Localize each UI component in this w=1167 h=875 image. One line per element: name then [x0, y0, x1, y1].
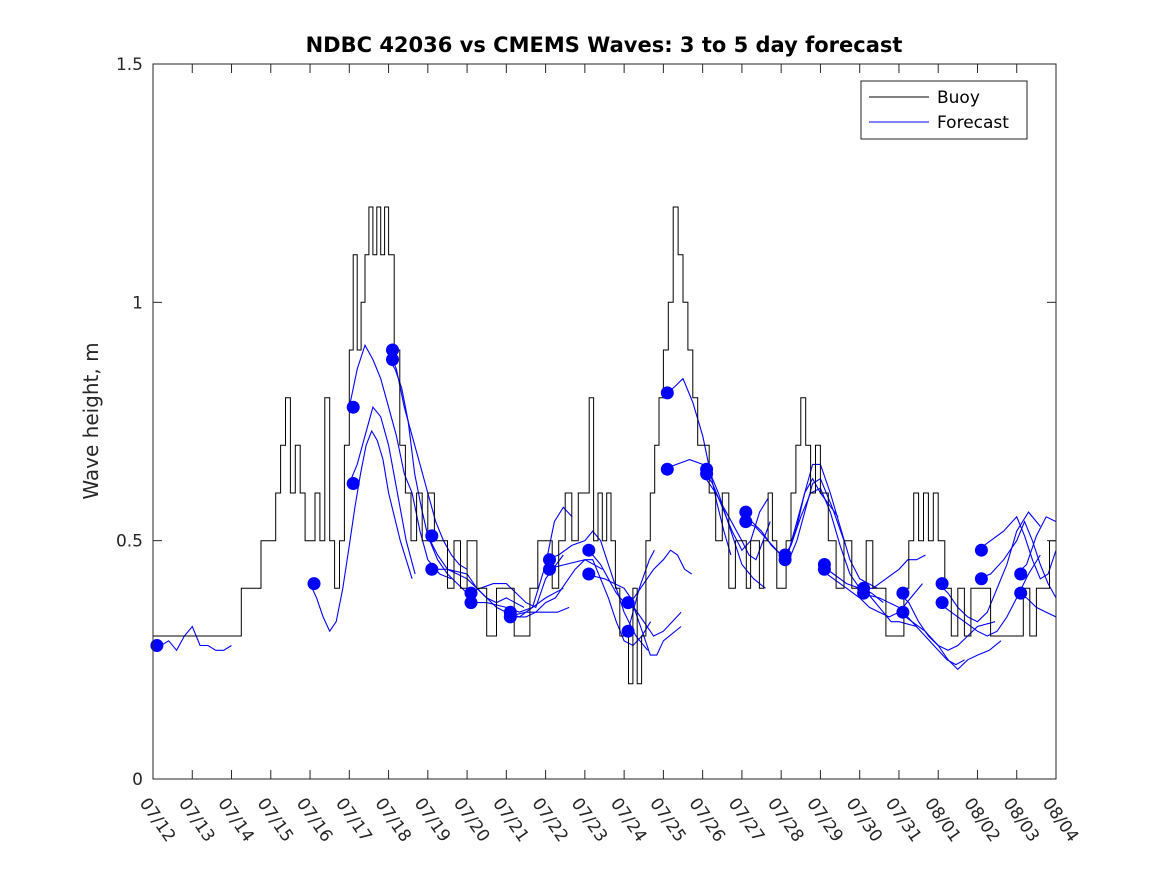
forecast-line — [663, 377, 732, 556]
forecast-start-marker — [386, 353, 399, 366]
legend: Buoy Forecast — [860, 80, 1028, 140]
forecast-start-marker — [935, 596, 949, 610]
forecast-line — [348, 343, 452, 580]
forecast-line — [467, 506, 573, 613]
forecast-start-marker — [974, 572, 988, 586]
forecast-start-marker — [621, 624, 635, 638]
forecast-line — [545, 530, 649, 651]
forecast-line — [937, 511, 1041, 623]
y-tick-label: 0 — [132, 770, 143, 790]
forecast-line — [820, 568, 923, 618]
y-tick-label: 1 — [132, 293, 143, 313]
marker-layer — [150, 343, 1028, 652]
y-axis-label: Wave height, m — [79, 342, 103, 499]
forecast-start-marker — [503, 610, 517, 624]
legend-box — [860, 80, 1028, 140]
y-tick-label: 0.5 — [116, 532, 143, 552]
forecast-start-marker — [386, 343, 399, 357]
forecast-start-marker — [935, 577, 949, 591]
forecast-line — [506, 606, 570, 618]
forecast-start-marker — [1014, 586, 1028, 600]
forecast-start-marker — [346, 477, 360, 490]
legend-entry-forecast: Forecast — [937, 113, 1009, 133]
forecast-line — [466, 554, 564, 609]
forecast-start-marker — [896, 586, 910, 600]
forecast-start-marker — [464, 586, 478, 600]
forecast-start-marker — [464, 596, 478, 610]
forecast-line — [348, 406, 416, 575]
forecast-start-marker — [896, 605, 910, 619]
forecast-start-marker — [346, 400, 360, 414]
y-axis: 0 0.5 1 1.5 — [116, 55, 1056, 790]
forecast-start-marker — [425, 529, 439, 543]
forecast-start-marker — [543, 553, 556, 567]
forecast-start-marker — [700, 467, 714, 481]
forecast-start-marker — [778, 553, 792, 567]
forecast-line — [741, 477, 845, 561]
forecast-start-marker — [425, 562, 439, 576]
forecast-line — [820, 564, 917, 628]
forecast-start-marker — [582, 567, 596, 581]
buoy-line — [153, 206, 1056, 685]
forecast-line — [153, 625, 232, 652]
forecast-line — [1016, 516, 1056, 575]
legend-entry-buoy: Buoy — [937, 88, 980, 108]
forecast-line — [427, 535, 525, 608]
plot-area — [153, 64, 1056, 779]
forecast-start-marker — [307, 577, 321, 591]
y-tick-label: 1.5 — [116, 55, 143, 75]
chart-title: NDBC 42036 vs CMEMS Waves: 3 to 5 day fo… — [306, 33, 903, 57]
forecast-line — [898, 592, 996, 651]
forecast-start-marker — [660, 462, 674, 476]
forecast-start-marker — [1014, 567, 1028, 581]
axes-box — [152, 63, 1057, 780]
forecast-line — [506, 559, 603, 618]
forecast-start-marker — [817, 562, 831, 576]
forecast-line — [309, 429, 413, 633]
forecast-start-marker — [543, 562, 556, 576]
forecast-start-marker — [621, 596, 635, 610]
forecast-line — [977, 520, 1056, 599]
forecast-line — [977, 515, 1056, 580]
forecast-start-marker — [739, 505, 753, 519]
forecast-line — [702, 473, 771, 561]
forecast-start-marker — [582, 543, 596, 557]
forecast-start-marker — [974, 543, 988, 557]
forecast-line — [898, 611, 1002, 671]
forecast-start-marker — [739, 515, 753, 529]
forecast-line — [545, 559, 652, 647]
forecast-start-marker — [857, 586, 871, 600]
series-layer — [153, 206, 1056, 685]
forecast-start-marker — [660, 386, 674, 400]
forecast-line — [584, 573, 682, 656]
forecast-start-marker — [150, 639, 164, 652]
